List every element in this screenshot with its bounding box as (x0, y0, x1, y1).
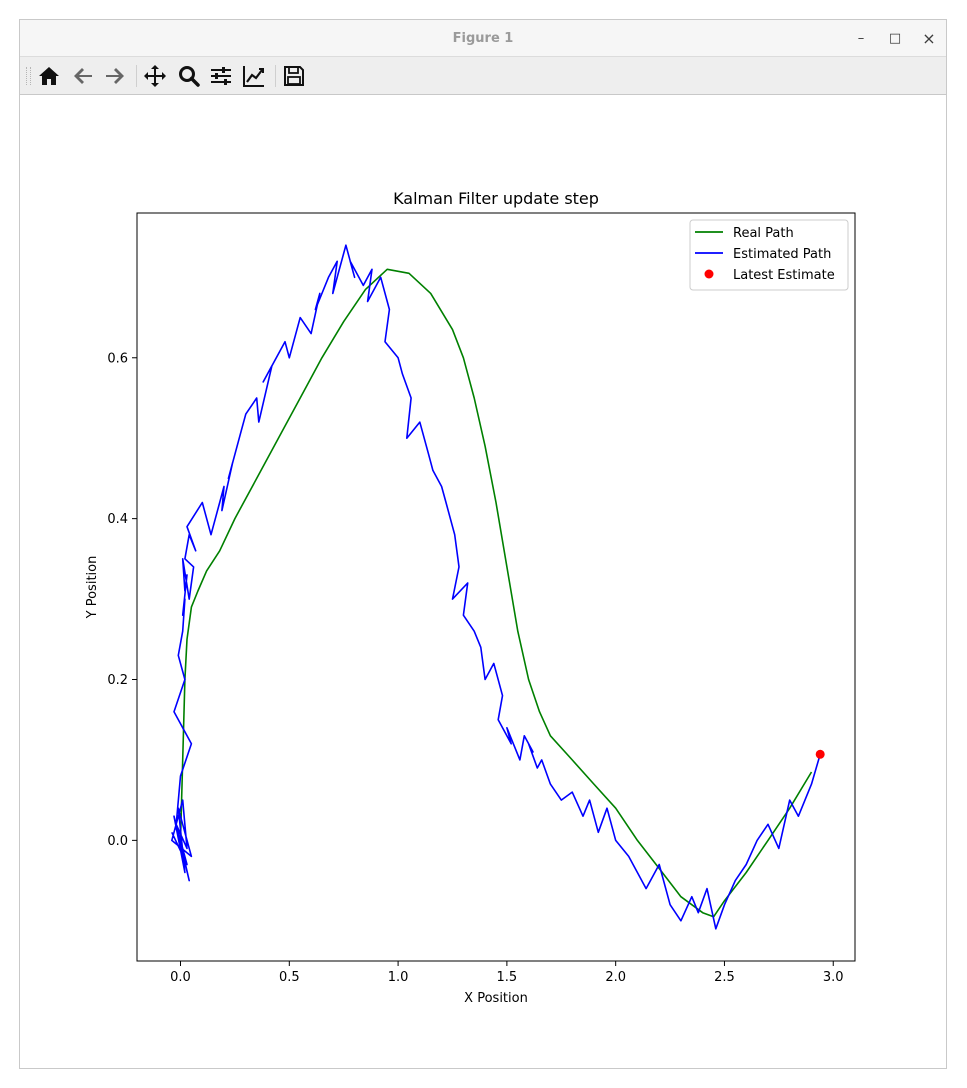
save-icon (284, 66, 304, 86)
y-tick-label: 0.4 (107, 512, 128, 527)
edit-axes-button[interactable] (240, 62, 268, 90)
legend-estimated-path-label: Estimated Path (733, 247, 831, 262)
pan-button[interactable] (141, 62, 169, 90)
subplots-button[interactable] (207, 62, 235, 90)
window-title: Figure 1 (452, 31, 514, 46)
minimize-button[interactable]: – (857, 31, 865, 46)
navigation-toolbar (20, 57, 946, 95)
subplots-config-icon (211, 67, 231, 85)
y-tick-label: 0.6 (107, 351, 128, 366)
chart: Kalman Filter update step X Position Y P… (85, 189, 856, 1006)
edit-axes-icon (243, 66, 264, 87)
latest-estimate-point (815, 749, 825, 759)
y-axis-label: Y Position (85, 556, 100, 620)
pan-icon (144, 65, 166, 87)
x-axis-label: X Position (464, 991, 528, 1006)
x-tick-label: 2.0 (605, 970, 626, 985)
title-bar[interactable]: Figure 1 – □ × (20, 20, 946, 57)
x-tick-label: 1.0 (388, 970, 409, 985)
zoom-button[interactable] (175, 62, 203, 90)
toolbar-separator (136, 65, 137, 87)
x-tick-label: 0.0 (170, 970, 191, 985)
y-tick-label: 0.2 (107, 673, 128, 688)
legend-box (689, 219, 849, 291)
x-tick-label: 1.5 (497, 970, 518, 985)
x-tick-label: 2.5 (714, 970, 735, 985)
real-path-line (179, 268, 813, 918)
legend-latest-estimate-label: Latest Estimate (733, 268, 835, 283)
chart-title: Kalman Filter update step (393, 189, 599, 208)
x-tick-label: 3.0 (823, 970, 844, 985)
estimated-path-line (171, 244, 821, 930)
home-icon (39, 67, 59, 85)
legend-latest-estimate-swatch (704, 269, 714, 279)
plot-area (136, 212, 856, 962)
toolbar-grip[interactable] (26, 67, 31, 85)
x-tick-label: 0.5 (279, 970, 300, 985)
back-arrow-icon (74, 68, 92, 84)
legend: Real Path Estimated Path Latest Estimate (689, 219, 849, 291)
series-layer (171, 244, 825, 930)
forward-button[interactable] (101, 62, 129, 90)
axis-ticks: 0.0 0.5 1.0 1.5 2.0 2.5 3.0 0.0 0.2 0.4 0.6 (107, 351, 843, 985)
toolbar-separator (275, 65, 276, 87)
y-tick-label: 0.0 (107, 834, 128, 849)
home-button[interactable] (35, 62, 63, 90)
save-button[interactable] (280, 62, 308, 90)
figure-window: Figure 1 – □ × (19, 19, 947, 1069)
back-button[interactable] (69, 62, 97, 90)
maximize-button[interactable]: □ (888, 31, 902, 46)
figure-canvas[interactable]: Kalman Filter update step X Position Y P… (20, 95, 946, 1068)
legend-real-path-label: Real Path (733, 226, 794, 241)
close-button[interactable]: × (922, 29, 936, 48)
zoom-icon (179, 66, 200, 87)
forward-arrow-icon (106, 68, 124, 84)
